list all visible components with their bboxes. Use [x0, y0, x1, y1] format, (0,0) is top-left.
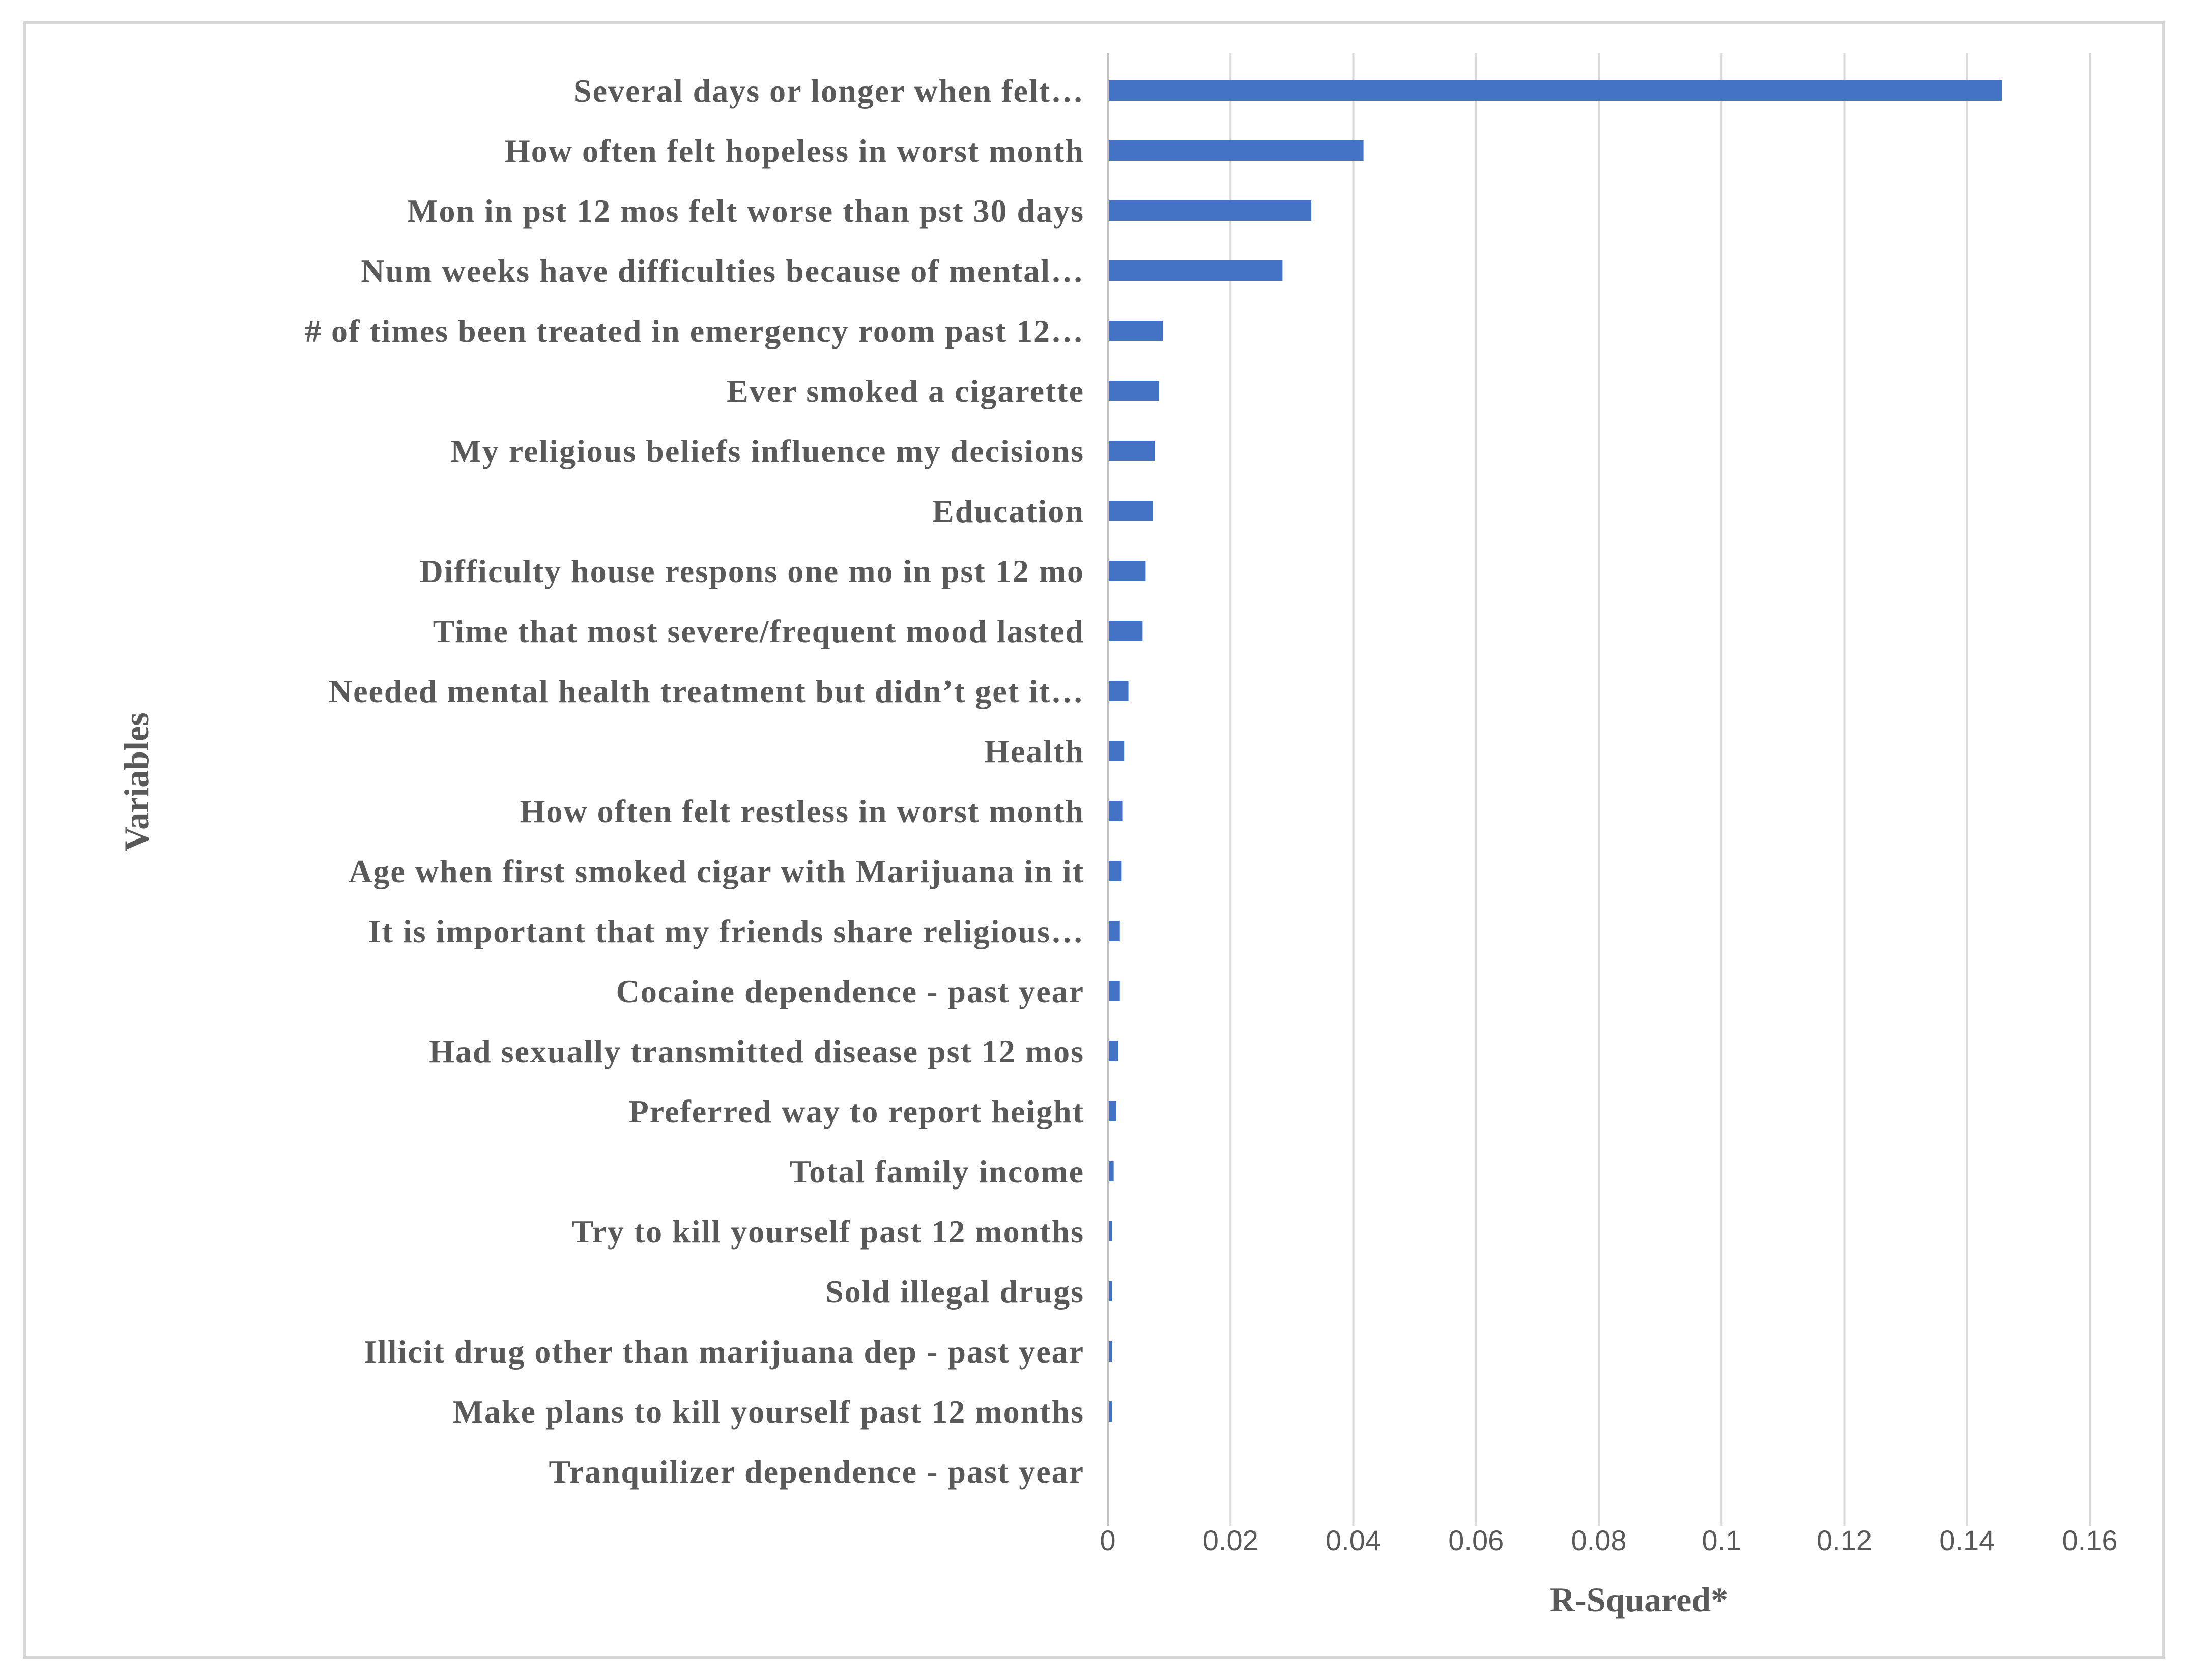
bar: [1109, 140, 1364, 161]
category-label: Time that most severe/frequent mood last…: [433, 613, 1084, 649]
bar: [1109, 1221, 1112, 1241]
bars: [1109, 80, 2002, 1422]
category-label: Make plans to kill yourself past 12 mont…: [453, 1394, 1084, 1430]
category-label: Several days or longer when felt…: [573, 73, 1084, 109]
category-label: Preferred way to report height: [629, 1093, 1084, 1129]
category-label: Difficulty house respons one mo in pst 1…: [420, 553, 1084, 589]
bar: [1109, 801, 1123, 821]
category-label: Mon in pst 12 mos felt worse than pst 30…: [407, 193, 1084, 229]
x-tick-label: 0: [1100, 1524, 1115, 1556]
category-label: How often felt restless in worst month: [520, 793, 1084, 829]
bar: [1109, 381, 1159, 401]
x-tick-label: 0.1: [1702, 1524, 1741, 1556]
category-label: Sold illegal drugs: [825, 1273, 1084, 1310]
category-label: # of times been treated in emergency roo…: [305, 313, 1084, 349]
category-labels: Several days or longer when felt… How oft…: [305, 73, 1084, 1490]
bar: [1109, 1161, 1114, 1181]
bar: [1109, 681, 1129, 701]
bar: [1109, 861, 1122, 881]
x-tick-label: 0.08: [1571, 1524, 1627, 1556]
category-label: Tranquilizer dependence - past year: [549, 1454, 1084, 1490]
bar: [1109, 1101, 1116, 1121]
gridlines: [1107, 53, 2091, 1526]
chart-frame: Several days or longer when felt… How oft…: [23, 21, 2165, 1659]
category-label: Total family income: [789, 1153, 1084, 1190]
category-label: Had sexually transmitted disease pst 12 …: [429, 1033, 1084, 1069]
bar: [1109, 501, 1153, 521]
bar: [1109, 1281, 1112, 1301]
bar: [1109, 981, 1120, 1001]
bar: [1109, 200, 1312, 221]
category-label: Education: [932, 493, 1084, 529]
x-axis-title: R-Squared*: [1550, 1580, 1728, 1619]
category-label: Num weeks have difficulties because of m…: [361, 253, 1084, 289]
category-label: How often felt hopeless in worst month: [505, 133, 1084, 169]
category-label: It is important that my friends share re…: [368, 913, 1084, 949]
y-axis-title: Variables: [117, 712, 156, 851]
category-label: Age when first smoked cigar with Marijua…: [349, 853, 1084, 889]
bar: [1109, 621, 1143, 641]
category-label: Ever smoked a cigarette: [727, 373, 1084, 409]
bar: [1109, 561, 1146, 581]
x-tick-label: 0.14: [1939, 1524, 1995, 1556]
bar: [1109, 260, 1283, 281]
bar: [1109, 741, 1125, 761]
bar: [1109, 80, 2002, 101]
bar: [1109, 921, 1120, 941]
bar: [1109, 1041, 1118, 1061]
category-label: Needed mental health treatment but didn’…: [329, 673, 1084, 709]
category-label: Illicit drug other than marijuana dep - …: [364, 1334, 1084, 1370]
bar: [1109, 441, 1155, 461]
bar-chart: Several days or longer when felt… How oft…: [117, 53, 2118, 1619]
bar: [1109, 1341, 1112, 1362]
bar: [1109, 1401, 1112, 1422]
category-label: Try to kill yourself past 12 months: [571, 1213, 1084, 1250]
bar: [1109, 321, 1163, 341]
x-tick-label: 0.06: [1448, 1524, 1504, 1556]
x-tick-label: 0.12: [1817, 1524, 1872, 1556]
category-label: Health: [984, 733, 1084, 769]
x-tick-label: 0.16: [2062, 1524, 2118, 1556]
x-tick-label: 0.02: [1203, 1524, 1258, 1556]
category-label: My religious beliefs influence my decisi…: [450, 433, 1084, 469]
x-tick-labels: 0 0.02 0.04 0.06 0.08 0.1 0.12 0.14 0.16: [1100, 1524, 2117, 1556]
x-tick-label: 0.04: [1326, 1524, 1381, 1556]
category-label: Cocaine dependence - past year: [616, 973, 1084, 1009]
